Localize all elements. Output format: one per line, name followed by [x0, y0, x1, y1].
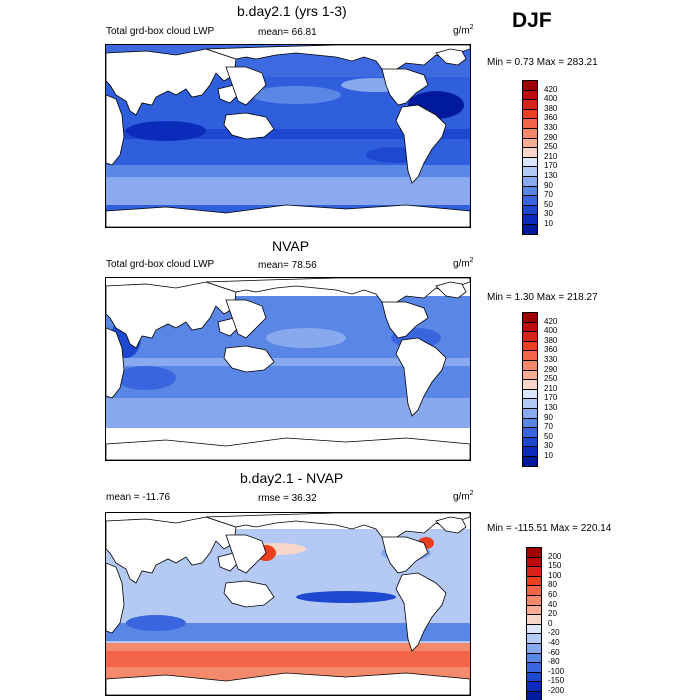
- colorbar-label: 130: [544, 403, 558, 412]
- map-obs: [105, 277, 471, 461]
- colorbar-label: 250: [544, 374, 558, 384]
- map-obs-svg: [106, 278, 470, 460]
- colorbar-label: -150: [548, 676, 565, 686]
- southern-ocean-band: [106, 175, 470, 205]
- colorbar-label: 290: [544, 132, 558, 142]
- colorbar-label: 210: [544, 151, 558, 161]
- colorbar-label: 360: [544, 345, 558, 355]
- land-masses: [106, 278, 470, 460]
- colorbar-label: 0: [548, 618, 553, 628]
- panel-title: b.day2.1 (yrs 1-3): [237, 3, 347, 19]
- colorbar-label: 170: [544, 393, 558, 403]
- land-masses: [106, 513, 470, 695]
- variable-label: Total grd-box cloud LWP: [106, 259, 215, 270]
- colorbar-swatch: [526, 691, 542, 700]
- colorbar-label: 250: [544, 142, 558, 152]
- minmax-label: Min = 0.73 Max = 283.21: [487, 57, 598, 68]
- colorbar-label: 420: [544, 316, 558, 326]
- colorbar-label: 70: [544, 190, 553, 200]
- mean-label: mean= 66.81: [258, 27, 317, 38]
- colorbar-label: -60: [548, 647, 560, 657]
- colorbar-label: 290: [544, 364, 558, 374]
- colorbar-label: 420: [544, 84, 558, 94]
- colorbar-swatch: [522, 224, 538, 235]
- map-diff-svg: [106, 513, 470, 695]
- map-diff: [105, 512, 471, 696]
- rmse-label: rmse = 36.32: [258, 493, 317, 504]
- colorbar-label: 170: [544, 161, 558, 171]
- colorbar-label: -20: [548, 628, 560, 638]
- colorbar-label: 380: [544, 103, 558, 113]
- colorbar-label: 80: [548, 580, 557, 590]
- units-label: g/m2: [453, 24, 474, 37]
- map-model: [105, 44, 471, 228]
- map-model-svg: [106, 45, 470, 227]
- colorbar-label: 330: [544, 355, 558, 364]
- units-label: g/m2: [453, 257, 474, 270]
- colorbar-label: 10: [544, 219, 553, 228]
- colorbar-swatch: [522, 456, 538, 467]
- colorbar-label: 70: [544, 422, 553, 432]
- colorbar-label: 400: [544, 94, 558, 104]
- colorbar-label: 20: [548, 609, 557, 619]
- mean-label: mean= 78.56: [258, 260, 317, 271]
- land-masses: [106, 45, 470, 227]
- colorbar-label: 10: [544, 451, 553, 460]
- colorbar-label: 100: [548, 570, 562, 580]
- colorbar-label: 150: [548, 561, 562, 571]
- minmax-label: Min = -115.51 Max = 220.14: [487, 523, 612, 534]
- variable-label: Total grd-box cloud LWP: [106, 26, 215, 37]
- colorbar-label: 30: [544, 441, 553, 451]
- colorbar-label: -80: [548, 657, 560, 667]
- season-label: DJF: [512, 9, 552, 32]
- units-label: g/m2: [453, 490, 474, 503]
- colorbar-label: 330: [544, 123, 558, 132]
- colorbar-label: 90: [544, 180, 553, 190]
- mean-label: mean = -11.76: [106, 492, 171, 503]
- colorbar-label: 30: [544, 209, 553, 219]
- colorbar-label: 40: [548, 599, 557, 609]
- panel-title: NVAP: [272, 238, 310, 254]
- colorbar-label: 90: [544, 412, 553, 422]
- colorbar-label: 50: [544, 199, 553, 209]
- colorbar-label: 380: [544, 335, 558, 345]
- minmax-label: Min = 1.30 Max = 218.27: [487, 292, 598, 303]
- colorbar-label: 210: [544, 383, 558, 393]
- panel-title: b.day2.1 - NVAP: [240, 470, 344, 486]
- colorbar-label: 360: [544, 113, 558, 123]
- colorbar-label: -40: [548, 638, 560, 647]
- colorbar-label: 60: [548, 590, 557, 599]
- colorbar-label: -200: [548, 686, 565, 695]
- colorbar-label: 130: [544, 171, 558, 180]
- colorbar-label: 200: [548, 551, 562, 561]
- colorbar-label: -100: [548, 666, 565, 676]
- colorbar-label: 400: [544, 326, 558, 336]
- colorbar-label: 50: [544, 431, 553, 441]
